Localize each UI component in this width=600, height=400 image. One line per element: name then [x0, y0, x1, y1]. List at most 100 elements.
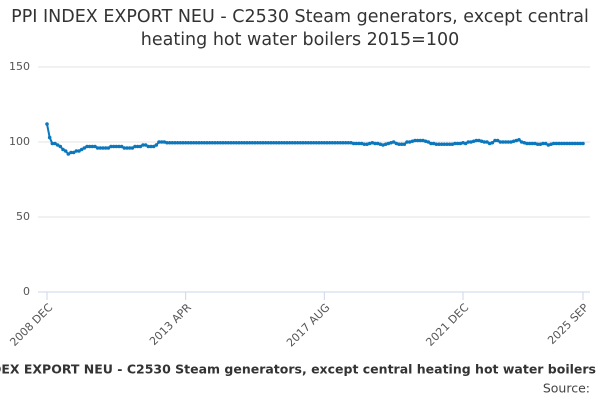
- data-point: [45, 122, 49, 126]
- data-point: [362, 142, 367, 147]
- data-point: [197, 140, 201, 145]
- data-point: [106, 146, 111, 150]
- data-point: [63, 149, 68, 153]
- data-point: [85, 144, 89, 149]
- data-point: [447, 142, 452, 147]
- data-point: [173, 140, 177, 145]
- data-point: [247, 140, 252, 145]
- data-point: [250, 140, 255, 145]
- data-point: [557, 141, 561, 146]
- data-point: [418, 138, 423, 143]
- data-point: [194, 140, 199, 145]
- data-point: [114, 144, 119, 149]
- data-point: [210, 140, 215, 145]
- data-point: [74, 149, 79, 153]
- data-point: [71, 150, 76, 155]
- data-point: [301, 140, 305, 145]
- data-point: [226, 140, 231, 145]
- data-point: [55, 143, 60, 147]
- data-point: [127, 146, 132, 150]
- data-point: [90, 144, 95, 149]
- data-point: [402, 142, 407, 147]
- data-point: [466, 140, 471, 144]
- data-point: [277, 140, 281, 145]
- data-point: [439, 142, 444, 147]
- data-point: [143, 143, 148, 147]
- data-point: [146, 144, 151, 149]
- data-point: [325, 140, 329, 145]
- data-point: [327, 140, 332, 145]
- data-point: [223, 140, 228, 145]
- data-point: [330, 140, 335, 145]
- data-point: [125, 146, 129, 150]
- data-point: [271, 140, 276, 145]
- data-point: [98, 146, 103, 150]
- data-point: [79, 147, 84, 152]
- data-point: [234, 140, 239, 145]
- data-point: [341, 140, 345, 145]
- data-point: [53, 141, 57, 146]
- y-tick-label: 50: [16, 210, 30, 223]
- data-point: [122, 146, 127, 150]
- data-point: [87, 144, 92, 149]
- data-point: [50, 141, 55, 146]
- data-point: [426, 140, 431, 144]
- x-tick-label: 2025 SEP: [545, 301, 591, 347]
- data-point: [77, 149, 81, 153]
- data-point: [559, 141, 564, 146]
- data-point: [109, 144, 113, 149]
- data-point: [453, 141, 457, 146]
- data-point: [261, 140, 265, 145]
- data-point: [525, 141, 529, 146]
- data-point: [165, 140, 169, 145]
- data-point: [207, 140, 212, 145]
- data-point: [231, 140, 236, 145]
- data-point: [311, 140, 316, 145]
- data-point: [482, 140, 487, 144]
- data-point: [314, 140, 319, 145]
- data-point: [535, 142, 540, 147]
- data-point: [266, 140, 271, 145]
- data-point: [167, 140, 172, 145]
- data-point: [199, 140, 204, 145]
- data-point: [399, 142, 404, 147]
- data-point: [285, 140, 289, 145]
- data-point: [490, 140, 495, 145]
- x-tick-label: 2017 AUG: [284, 301, 333, 350]
- data-point: [442, 142, 447, 147]
- data-point: [157, 140, 161, 144]
- data-point: [61, 147, 65, 152]
- data-point: [181, 140, 185, 145]
- data-point: [178, 140, 183, 145]
- data-point: [293, 140, 297, 145]
- data-point: [154, 143, 159, 147]
- data-point: [117, 144, 121, 149]
- data-point: [455, 141, 460, 146]
- data-point: [149, 144, 153, 149]
- data-point: [282, 140, 287, 145]
- data-point: [343, 140, 348, 145]
- data-point: [322, 140, 327, 145]
- data-point: [221, 140, 225, 145]
- data-point: [562, 141, 567, 146]
- data-point: [391, 140, 396, 144]
- data-point: [269, 140, 273, 145]
- data-point: [133, 144, 137, 149]
- x-tick-label: 2021 DEC: [423, 301, 471, 349]
- data-point: [575, 141, 580, 146]
- data-point: [397, 142, 401, 147]
- data-point: [215, 140, 220, 145]
- data-point: [69, 150, 73, 155]
- data-point: [101, 146, 105, 150]
- data-point: [111, 144, 116, 149]
- data-point: [346, 140, 351, 145]
- data-point: [570, 141, 575, 146]
- data-point: [253, 140, 257, 145]
- data-point: [170, 140, 175, 145]
- data-point: [485, 140, 489, 144]
- data-point: [405, 140, 409, 144]
- data-point: [263, 140, 268, 145]
- data-point: [245, 140, 249, 145]
